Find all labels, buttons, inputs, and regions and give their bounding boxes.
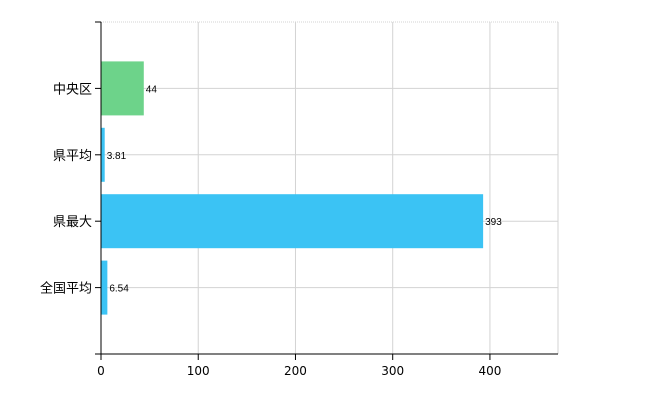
bar-3 <box>101 260 108 315</box>
x-tick-label-0: 0 <box>97 364 105 378</box>
x-tick-label-2: 200 <box>284 364 307 378</box>
grid-lines <box>101 21 559 354</box>
bars <box>101 61 484 315</box>
x-tick-label-4: 400 <box>478 364 501 378</box>
data-label-1: 3.81 <box>107 151 127 162</box>
category-label-3: 全国平均 <box>40 281 92 297</box>
axes <box>95 21 558 360</box>
x-tick-label-3: 300 <box>381 364 404 378</box>
data-label-3: 6.54 <box>109 284 129 295</box>
x-tick-label-1: 100 <box>187 364 210 378</box>
category-label-1: 県平均 <box>53 149 92 164</box>
bar-1 <box>101 127 105 182</box>
data-label-0: 44 <box>146 84 158 95</box>
category-label-2: 県最大 <box>53 215 92 230</box>
category-label-0: 中央区 <box>53 82 92 97</box>
data-label-2: 393 <box>485 217 502 228</box>
bar-0 <box>101 61 144 116</box>
bar-2 <box>101 194 484 249</box>
